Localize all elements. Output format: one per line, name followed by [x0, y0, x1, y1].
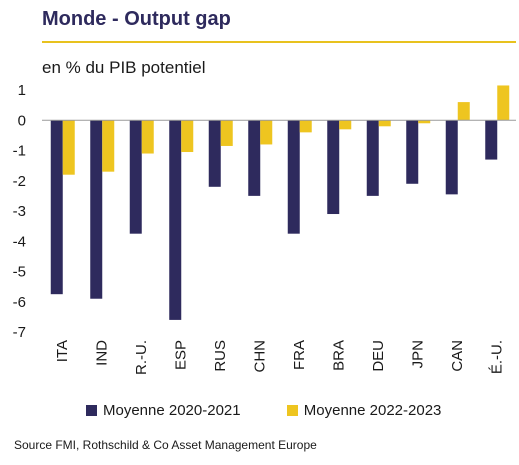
title-underline: [42, 41, 516, 43]
bar-series-2-BRA: [339, 120, 352, 130]
bar-series-2-R.-U.: [141, 120, 154, 154]
y-tick-label: -3: [13, 203, 26, 220]
legend-label-series-1: Moyenne 2020-2021: [103, 402, 241, 419]
bar-series-2-ESP: [181, 120, 194, 153]
bar-series-1-BRA: [327, 120, 340, 215]
x-tick-label: R.-U.: [133, 340, 150, 375]
bar-series-2-RUS: [220, 120, 233, 146]
legend-item-series-1: Moyenne 2020-2021: [86, 402, 241, 419]
bar-series-2-CAN: [457, 102, 470, 121]
bar-series-1-RUS: [208, 120, 221, 187]
x-tick-label: CAN: [449, 340, 466, 372]
x-tick-label: DEU: [370, 340, 387, 372]
y-tick-label: 0: [18, 112, 26, 129]
chart-subtitle: en % du PIB potentiel: [42, 58, 206, 77]
bar-series-1-FRA: [287, 120, 300, 234]
x-axis: ITA IND R.-U. ESP RUS CHN FRA BRA DEU JPN CAN É.-U.: [54, 340, 506, 375]
bar-series-1-É.-U.: [485, 120, 498, 160]
chart-title: Monde - Output gap: [42, 8, 231, 30]
x-tick-label: ESP: [172, 340, 189, 370]
y-tick-label: -1: [13, 143, 26, 160]
y-tick-label: -7: [13, 324, 26, 341]
bar-series-1-R.-U.: [129, 120, 142, 234]
x-tick-label: JPN: [409, 340, 426, 368]
x-tick-label: CHN: [251, 340, 268, 373]
y-tick-label: 1: [18, 82, 26, 99]
legend-swatch-series-1: [86, 405, 97, 416]
bar-series-1-CHN: [248, 120, 261, 196]
bar-series-1-CAN: [445, 120, 458, 195]
y-tick-label: -4: [13, 233, 26, 250]
bar-series-2-CHN: [260, 120, 273, 145]
legend-label-series-2: Moyenne 2022-2023: [303, 402, 442, 419]
x-tick-label: É.-U.: [488, 340, 505, 374]
x-tick-label: IND: [93, 340, 110, 366]
bar-series-1-ESP: [169, 120, 182, 320]
bar-series-1-ITA: [50, 120, 63, 295]
y-tick-label: -2: [13, 173, 26, 190]
legend: Moyenne 2020-2021 Moyenne 2022-2023: [86, 402, 483, 420]
bar-series-2-FRA: [299, 120, 312, 133]
legend-item-series-2: Moyenne 2022-2023: [286, 402, 442, 419]
bar-series-2-IND: [102, 120, 115, 172]
x-tick-label: ITA: [54, 340, 71, 362]
x-tick-label: RUS: [212, 340, 229, 372]
bar-series-2-JPN: [418, 120, 431, 124]
bar-series-1-JPN: [406, 120, 419, 184]
x-tick-label: FRA: [291, 340, 308, 370]
bar-series-2-ITA: [62, 120, 75, 175]
y-tick-label: -6: [13, 294, 26, 311]
legend-swatch-series-2: [286, 405, 298, 416]
x-tick-label: BRA: [330, 340, 347, 371]
bar-series-1-IND: [90, 120, 103, 299]
bar-series-1-DEU: [366, 120, 379, 196]
y-tick-label: -5: [13, 264, 26, 281]
bar-group: [50, 85, 510, 320]
source-note: Source FMI, Rothschild & Co Asset Manage…: [14, 438, 317, 452]
bar-series-2-DEU: [378, 120, 391, 127]
y-axis: 1 0 -1 -2 -3 -4 -5 -6 -7: [13, 82, 26, 341]
bar-series-2-É.-U.: [497, 85, 510, 121]
